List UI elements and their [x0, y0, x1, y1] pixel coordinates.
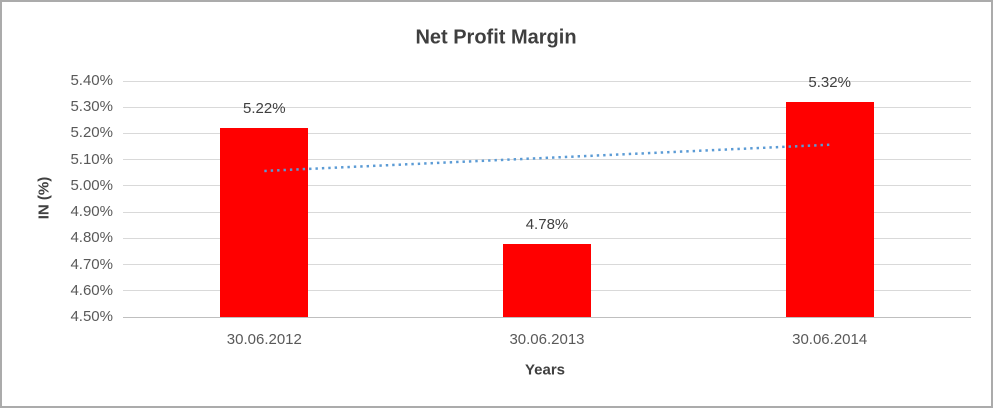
x-axis-title: Years — [524, 361, 566, 379]
x-axis-tick-label: 30.06.2013 — [509, 331, 585, 348]
y-axis-tick-label: 4.90% — [70, 203, 113, 221]
gridline — [123, 106, 971, 108]
x-axis-line — [123, 316, 971, 318]
bar-value-label: 4.78% — [525, 215, 569, 233]
x-axis-tick-label: 30.06.2012 — [226, 331, 302, 348]
gridline — [123, 80, 971, 82]
y-axis-tick-label: 5.10% — [70, 150, 113, 168]
y-axis-tick-label: 5.00% — [70, 176, 113, 194]
bar-30.06.2014[interactable] — [785, 101, 874, 317]
y-axis-tick-label: 4.80% — [70, 229, 113, 247]
bar-30.06.2013[interactable] — [503, 243, 591, 317]
bar-30.06.2012[interactable] — [220, 128, 309, 317]
bar-value-label: 5.22% — [243, 100, 286, 118]
gridline — [123, 185, 971, 187]
x-axis-tick-label: 30.06.2014 — [792, 331, 868, 348]
gridline — [123, 211, 971, 213]
y-axis-tick-label: 5.20% — [70, 124, 113, 142]
y-axis-tick-label: 4.70% — [70, 255, 113, 273]
bar-value-label: 5.32% — [808, 73, 851, 91]
y-axis-tick-label: 4.50% — [70, 308, 113, 325]
y-axis-tick-label: 5.30% — [70, 98, 113, 116]
y-axis-tick-label: 5.40% — [70, 72, 113, 89]
y-axis-tick-label: 4.60% — [70, 281, 113, 299]
gridline — [123, 132, 971, 134]
y-axis-title: IN (%) — [35, 176, 53, 220]
gridline — [123, 237, 971, 239]
chart-title: Net Profit Margin — [415, 26, 577, 49]
